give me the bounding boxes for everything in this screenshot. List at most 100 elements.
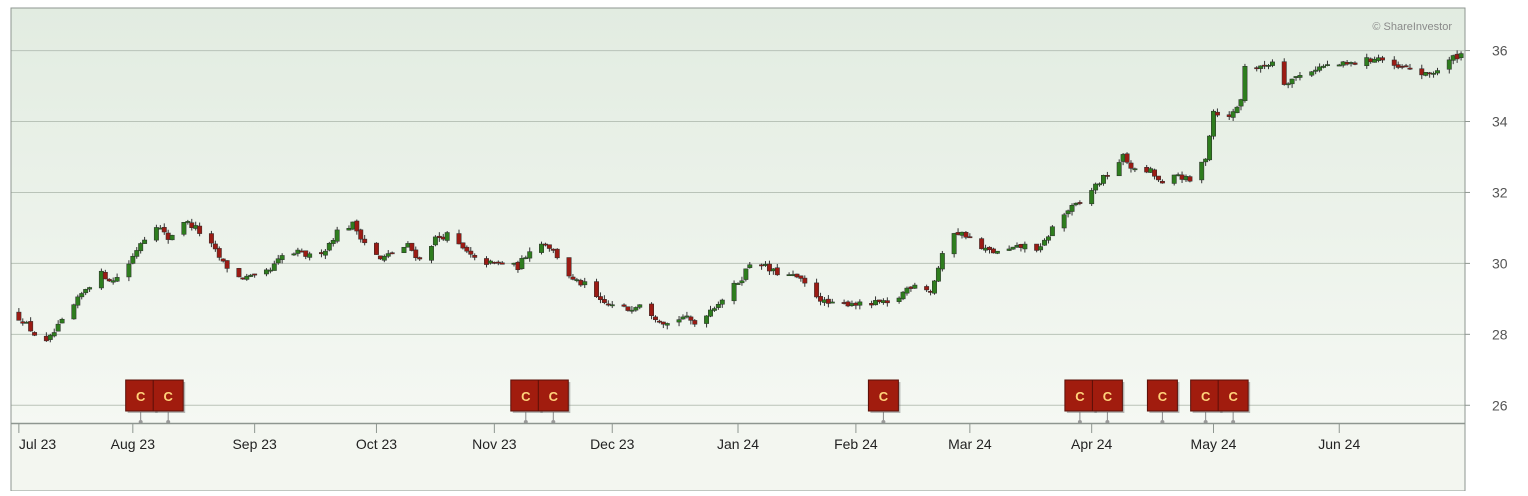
- candle-body: [979, 238, 985, 250]
- candle-body: [381, 255, 387, 261]
- event-marker[interactable]: C: [510, 379, 543, 424]
- candle-body: [660, 321, 666, 325]
- candle-body: [161, 227, 167, 233]
- candle-body: [401, 246, 407, 254]
- candle-body: [601, 299, 607, 303]
- candle-body: [1022, 243, 1028, 250]
- x-tick-label: Aug 23: [111, 436, 156, 452]
- candle-body: [456, 233, 462, 245]
- event-marker-label: C: [1103, 389, 1113, 404]
- candle-body: [51, 332, 57, 337]
- candle-body: [747, 264, 753, 268]
- y-tick-label: 28: [1492, 326, 1508, 342]
- candle-body: [87, 287, 93, 290]
- candle-body: [519, 258, 525, 269]
- candle-body: [1407, 67, 1413, 70]
- candle-body: [1214, 111, 1220, 116]
- candle-body: [609, 304, 615, 307]
- candle-body: [472, 255, 478, 258]
- y-tick-label: 36: [1492, 43, 1508, 59]
- watermark: © ShareInvestor: [1372, 21, 1452, 33]
- candle-body: [1077, 202, 1083, 204]
- candle-body: [1269, 61, 1275, 66]
- candle-body: [904, 287, 910, 294]
- candle-body: [1325, 64, 1330, 66]
- candle-body: [539, 243, 544, 253]
- event-marker[interactable]: C: [1190, 379, 1223, 424]
- candle-body: [169, 234, 175, 241]
- candle-body: [873, 300, 878, 306]
- candle-body: [1317, 66, 1323, 71]
- candle-body: [468, 250, 474, 255]
- event-marker[interactable]: C: [867, 379, 901, 424]
- candle-body: [444, 232, 450, 241]
- candle-body: [1187, 176, 1193, 182]
- event-marker-box: [1217, 379, 1249, 412]
- candle-body: [1266, 65, 1271, 67]
- candle-body: [637, 304, 643, 308]
- event-marker-box: [1064, 379, 1096, 412]
- candle-body: [362, 238, 368, 244]
- candle-body: [208, 233, 214, 244]
- candle-body: [275, 258, 281, 264]
- event-marker[interactable]: C: [125, 379, 158, 424]
- candle-body: [656, 320, 662, 323]
- candle-body: [220, 258, 226, 262]
- event-marker[interactable]: C: [152, 379, 186, 424]
- candle-body: [1152, 169, 1158, 177]
- candle-body: [354, 220, 360, 232]
- candle-body: [47, 334, 53, 340]
- x-tick-label: Jul 23: [19, 436, 57, 452]
- event-marker[interactable]: C: [537, 379, 571, 424]
- event-marker[interactable]: C: [1091, 379, 1125, 424]
- candle-body: [967, 236, 973, 239]
- event-marker-label: C: [1201, 389, 1211, 404]
- candle-body: [1089, 190, 1095, 205]
- candle-body: [939, 253, 945, 270]
- candle-body: [271, 263, 277, 271]
- event-marker[interactable]: C: [1146, 379, 1180, 424]
- candle-body: [829, 301, 835, 304]
- candle-body: [1391, 59, 1397, 66]
- candle-body: [1281, 61, 1287, 85]
- candle-body: [582, 281, 588, 286]
- candle-body: [711, 308, 717, 311]
- candle-body: [413, 249, 419, 259]
- event-marker[interactable]: C: [1064, 379, 1097, 424]
- y-tick-label: 26: [1492, 397, 1508, 413]
- x-tick-label: Sep 23: [232, 436, 277, 452]
- y-tick-label: 34: [1492, 114, 1508, 130]
- candle-body: [197, 225, 203, 234]
- candle-body: [935, 267, 941, 282]
- candle-body: [766, 263, 772, 272]
- candle-body: [1171, 174, 1177, 184]
- candle-body: [924, 286, 930, 291]
- candle-body: [527, 251, 533, 259]
- candle-body: [1124, 153, 1130, 163]
- candle-body: [1431, 72, 1437, 75]
- candle-body: [1073, 202, 1079, 206]
- candle-body: [75, 296, 81, 306]
- candle-body: [1010, 246, 1016, 250]
- candle-body: [252, 273, 258, 276]
- candle-body: [857, 301, 863, 306]
- candle-body: [464, 246, 470, 252]
- candle-body: [1238, 99, 1244, 107]
- candle-body: [1403, 65, 1409, 68]
- x-tick-label: Nov 23: [472, 436, 517, 452]
- event-marker-label: C: [1228, 389, 1238, 404]
- x-tick-label: Feb 24: [834, 436, 878, 452]
- candle-body: [963, 231, 969, 238]
- event-marker-label: C: [1158, 389, 1168, 404]
- event-marker[interactable]: C: [1217, 379, 1251, 424]
- candle-body: [633, 307, 639, 311]
- candle-body: [409, 242, 415, 251]
- candle-body: [460, 242, 466, 249]
- candle-body: [71, 304, 77, 320]
- candle-body: [594, 281, 599, 298]
- grid-lines: [11, 50, 1465, 406]
- candle-body: [1061, 214, 1067, 229]
- candle-body: [739, 280, 745, 284]
- candle-body: [818, 296, 823, 302]
- candle-body: [1101, 174, 1106, 184]
